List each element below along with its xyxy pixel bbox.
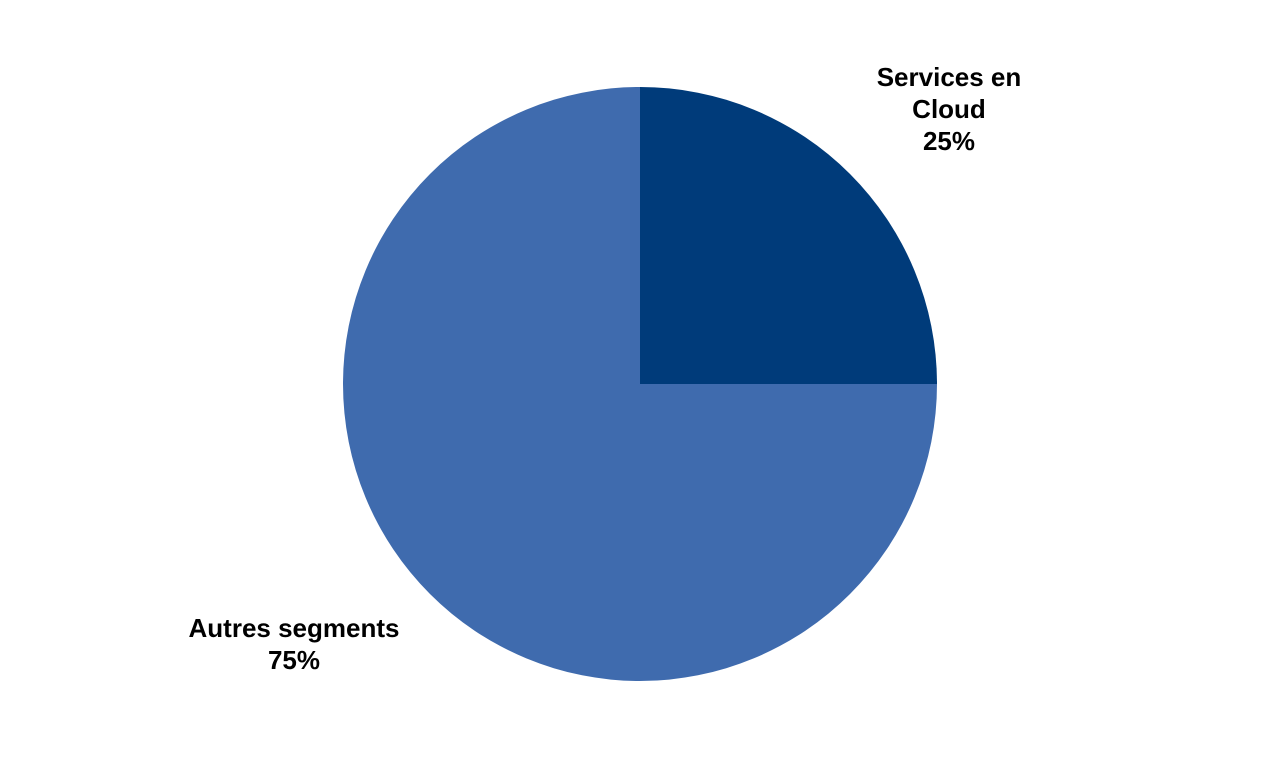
slice-percent-label: 75% bbox=[189, 644, 400, 676]
slice-label-autres-segments: Autres segments 75% bbox=[189, 612, 400, 676]
slice-label-line: Cloud bbox=[877, 93, 1022, 125]
slice-label-services-en-cloud: Services en Cloud 25% bbox=[877, 61, 1022, 157]
slice-label-line: Autres segments bbox=[189, 612, 400, 644]
slice-percent-label: 25% bbox=[877, 125, 1022, 157]
pie-slices bbox=[343, 87, 937, 681]
slice-label-line: Services en bbox=[877, 61, 1022, 93]
